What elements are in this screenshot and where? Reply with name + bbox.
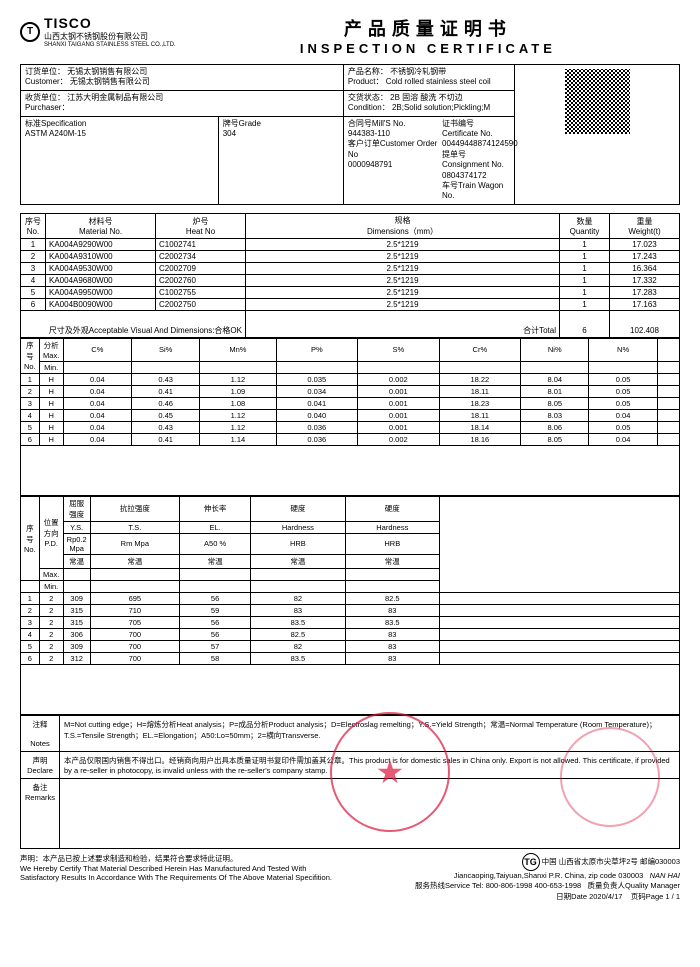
col-no: 序号 bbox=[25, 217, 41, 226]
logo-block: T TISCO 山西太钢不锈钢股份有限公司 SHANXI TAIGANG STA… bbox=[20, 15, 176, 48]
table-row: 52309700578283 bbox=[21, 640, 680, 652]
footer-addr: 中国 山西省太原市尖草坪2号 邮编030003 bbox=[542, 857, 680, 866]
customer-value: 无锡太钢销售有限公司 bbox=[67, 67, 147, 76]
materials-table: 序号No. 材料号Material No. 炉号Heat No 规格Dimens… bbox=[20, 213, 680, 338]
table-row: 6KA004B0090W00C20027502.5*1219117.163 bbox=[21, 298, 680, 310]
col-dim: 规格 bbox=[395, 216, 411, 225]
col-qty: 数量 bbox=[577, 217, 593, 226]
mill-label: 合同号Mill'S No. bbox=[348, 119, 406, 128]
mechanical-table: 序号No. 位置方向P.D. 屈服强度抗拉强度伸长率硬度硬度 Y.S.T.S.E… bbox=[20, 496, 680, 715]
order-value: 0000948791 bbox=[348, 160, 393, 169]
table-row: 1KA004A9290W00C10027412.5*1219117.023 bbox=[21, 238, 680, 250]
total-wt: 102.408 bbox=[630, 326, 659, 335]
table-row: 623127005883.583 bbox=[21, 652, 680, 664]
customer-value-en: 无锡太钢销售有限公司 bbox=[70, 77, 150, 86]
order-label: 客户订单Customer Order No bbox=[348, 139, 437, 158]
footer-cert-en1: We Hereby Certify That Material Describe… bbox=[20, 864, 383, 873]
table-row: 323157055683.583.5 bbox=[21, 616, 680, 628]
consign-label: 提单号Consignment No. bbox=[442, 150, 504, 169]
product-label: 产品名称： bbox=[348, 67, 388, 76]
condition-label: 交货状态： bbox=[348, 93, 388, 102]
footer-cert-en2: Satisfactory Results In Accordance With … bbox=[20, 873, 383, 882]
header: T TISCO 山西太钢不锈钢股份有限公司 SHANXI TAIGANG STA… bbox=[20, 15, 680, 56]
cert-label: 证书编号Certificate No. bbox=[442, 119, 493, 138]
table-row: 3KA004A9530W00C20027092.5*1219116.364 bbox=[21, 262, 680, 274]
footer-page: 页码Page 1 / 1 bbox=[631, 892, 680, 901]
header-info-table: 订货单位： 无锡太钢销售有限公司 Customer： 无锡太钢销售有限公司 产品… bbox=[20, 64, 680, 205]
table-row: 423067005682.583 bbox=[21, 628, 680, 640]
table-row: 22315710598383 bbox=[21, 604, 680, 616]
footer-tel: 服务热线Service Tel: 800-806-1998 400-653-19… bbox=[415, 881, 581, 890]
product-value-cn: 不锈钢冷轧钢带 bbox=[390, 67, 446, 76]
company-name-en: SHANXI TAIGANG STAINLESS STEEL CO.,LTD. bbox=[44, 42, 176, 48]
condition-value-en: 2B;Solid solution;Pickling;M bbox=[392, 103, 490, 112]
declare-text: 本产品仅限国内销售不得出口。经销商向用户出具本质量证明书复印件需加盖其公章。Th… bbox=[60, 751, 680, 778]
tg-logo-icon: TG bbox=[522, 853, 540, 871]
purchaser-label-en: Purchaser： bbox=[25, 103, 69, 112]
condition-value-cn: 2B 固溶 酸洗 不切边 bbox=[390, 93, 462, 102]
product-label-en: Product： bbox=[348, 77, 384, 86]
company-name-cn: 山西太钢不锈钢股份有限公司 bbox=[44, 31, 176, 42]
footer: 声明：本产品已按上述要求制造和检验，结果符合要求特此证明。 We Hereby … bbox=[20, 853, 680, 882]
condition-label-en: Condition： bbox=[348, 103, 390, 112]
table-row: 4H0.040.451.120.0400.00118.118.030.04 bbox=[21, 409, 680, 421]
consign-value: 0804374172 bbox=[442, 171, 487, 180]
table-row: 4KA004A9680W00C20027602.5*1219117.332 bbox=[21, 274, 680, 286]
chemistry-table: 序号No. 分析Max. C%Si%Mn%P% S%Cr%Ni%N% Min. … bbox=[20, 338, 680, 496]
product-value-en: Cold rolled stainless steel coil bbox=[386, 77, 491, 86]
col-material: 材料号 bbox=[89, 217, 113, 226]
table-row: 5KA004A9950W00C10027552.5*1219117.283 bbox=[21, 286, 680, 298]
spec-label: 标准Specification bbox=[25, 119, 86, 128]
footer-cert-cn: 声明：本产品已按上述要求制造和检验，结果符合要求特此证明。 bbox=[20, 853, 383, 864]
mill-value: 944383-110 bbox=[348, 129, 390, 138]
title-block: 产品质量证明书 INSPECTION CERTIFICATE bbox=[176, 15, 680, 56]
spec-value: ASTM A240M-15 bbox=[25, 129, 86, 138]
table-row: 1H0.040.431.120.0350.00218.228.040.05 bbox=[21, 373, 680, 385]
qr-code-icon bbox=[565, 69, 630, 134]
remarks-cell bbox=[60, 778, 680, 848]
customer-label-en: Customer： bbox=[25, 77, 68, 86]
title-cn: 产品质量证明书 bbox=[176, 15, 680, 41]
tisco-logo-icon: T bbox=[20, 22, 40, 42]
table-row: 3H0.040.461.080.0410.00118.238.050.05 bbox=[21, 397, 680, 409]
table-row: 12309695568282.5 bbox=[21, 592, 680, 604]
col-wt: 重量 bbox=[637, 217, 653, 226]
customer-label: 订货单位： bbox=[25, 67, 65, 76]
title-en: INSPECTION CERTIFICATE bbox=[176, 41, 680, 56]
grade-label: 牌号Grade bbox=[223, 119, 261, 128]
tisco-text: TISCO bbox=[44, 15, 176, 31]
total-label: 合计Total bbox=[523, 326, 556, 335]
col-heat: 炉号 bbox=[193, 217, 209, 226]
table-row: 6H0.040.411.140.0360.00218.168.050.04 bbox=[21, 433, 680, 445]
table-row: 2KA004A9310W00C20027342.5*1219117.243 bbox=[21, 250, 680, 262]
cert-value: 00449448874124590 bbox=[442, 139, 518, 148]
purchaser-label: 收货单位： bbox=[25, 93, 65, 102]
footer-addr-en: Jiancaoping,Taiyuan,Shanxi P.R. China, z… bbox=[454, 871, 644, 880]
accept-label: 尺寸及外观Acceptable Visual And Dimensions:合格… bbox=[49, 326, 242, 335]
quality-manager-label: 质量负责人Quality Manager bbox=[587, 881, 680, 890]
table-row: 2H0.040.411.090.0340.00118.118.010.05 bbox=[21, 385, 680, 397]
total-qty: 6 bbox=[582, 326, 586, 335]
grade-value: 304 bbox=[223, 129, 236, 138]
table-row: 5H0.040.431.120.0360.00118.148.060.05 bbox=[21, 421, 680, 433]
nanhai-signature: NAN HAI bbox=[650, 871, 680, 880]
certificate-page: T TISCO 山西太钢不锈钢股份有限公司 SHANXI TAIGANG STA… bbox=[20, 15, 680, 882]
notes-table: 注释Notes M=Not cutting edge；H=熔炼分析Heat an… bbox=[20, 715, 680, 849]
footer-date: 日期Date 2020/4/17 bbox=[556, 892, 622, 901]
purchaser-value: 江苏大明金属制品有限公司 bbox=[67, 93, 163, 102]
wagon-label: 车号Train Wagon No. bbox=[442, 181, 503, 200]
notes-text: M=Not cutting edge；H=熔炼分析Heat analysis；P… bbox=[60, 715, 680, 751]
